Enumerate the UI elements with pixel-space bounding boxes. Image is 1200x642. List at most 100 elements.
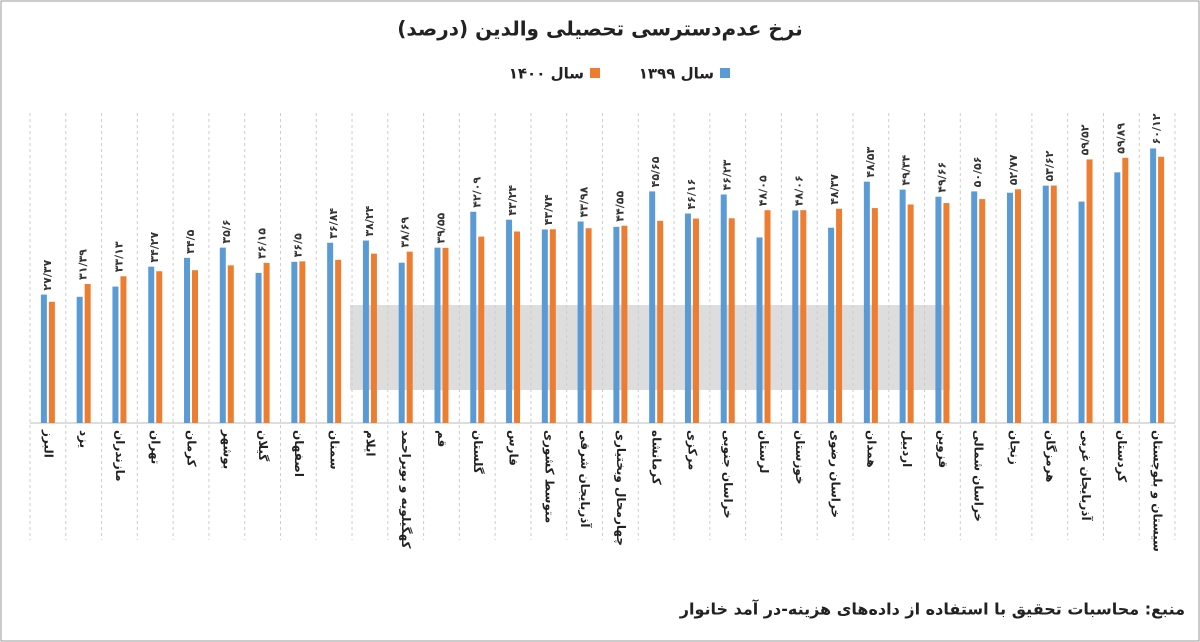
x-tick-label: خراسان جنوبی <box>720 430 735 519</box>
x-tick-label: اصفهان <box>292 430 306 477</box>
x-tick-label: آذربایجان غربی <box>1079 430 1094 521</box>
bar <box>549 229 556 423</box>
value-label: ۴۶/۲۳ <box>721 159 734 190</box>
x-tick-label: کهگیلویه و بویراحمد <box>398 430 413 549</box>
bar <box>792 210 799 423</box>
x-tick-label: چهارمحال وبختیاری <box>613 430 628 546</box>
bar <box>1150 148 1157 423</box>
value-label: ۴۸/۵۳ <box>864 146 877 177</box>
x-tick-label: بوشهر <box>219 429 234 469</box>
x-tick-label: البرز <box>41 429 55 458</box>
value-label: ۴۶/۱۶ <box>685 179 698 210</box>
bar <box>1014 189 1021 423</box>
bar <box>756 237 763 423</box>
bar <box>398 262 405 423</box>
bar <box>907 204 914 423</box>
bar <box>370 253 377 423</box>
bar <box>40 294 47 423</box>
bar <box>1050 185 1057 423</box>
bar <box>112 286 119 423</box>
bar <box>899 189 906 423</box>
x-tick-label: گلستان <box>471 430 485 474</box>
source: منبع: محاسبات تحقیق با استفاده از داده‌ه… <box>679 599 1185 619</box>
bar <box>828 227 835 423</box>
value-label: ۴۳/۷۴ <box>542 194 555 225</box>
x-tick-label: ایلام <box>362 430 377 457</box>
value-label: ۳۹/۵۵ <box>434 212 447 243</box>
value-label: ۳۱/۳۹ <box>77 249 90 280</box>
bar <box>863 181 870 423</box>
value-label: ۳۸/۶۹ <box>399 216 412 247</box>
x-tick-label: خراسان شمالی <box>972 430 986 522</box>
x-tick-label: قم <box>435 430 449 447</box>
x-tick-label: زنجان <box>1007 430 1021 465</box>
value-label: ۴۴/۵۵ <box>613 191 626 222</box>
bar <box>470 211 477 423</box>
bar <box>1114 172 1121 423</box>
value-label: ۵۲/۷۷ <box>1007 154 1020 185</box>
value-label: ۵۹/۸۹ <box>1114 123 1127 154</box>
bar <box>335 259 342 423</box>
bar <box>971 191 978 423</box>
value-label: ۵۹/۵۲ <box>1079 124 1092 155</box>
bar <box>255 272 262 423</box>
x-tick-label: فارس <box>507 430 521 466</box>
bar <box>184 257 191 423</box>
bar <box>156 271 163 423</box>
bar <box>478 236 485 423</box>
value-label: ۳۴/۲۷ <box>148 232 161 263</box>
chart-title: نرخ عدم‌دسترسی تحصیلی والدین (درصد) <box>397 17 803 41</box>
value-label: ۵۰/۵۶ <box>971 157 984 188</box>
bar <box>871 208 878 423</box>
value-label: ۴۸/۳۷ <box>828 174 841 205</box>
bar <box>1006 192 1013 423</box>
x-tick-label: مرکزی <box>685 430 699 470</box>
x-tick-label: متوسط کشوری <box>541 430 556 523</box>
bar <box>506 219 513 423</box>
x-tick-label: مازندران <box>113 430 127 482</box>
bar <box>541 229 548 423</box>
value-label: ۶۰/۱۲ <box>1150 113 1163 144</box>
bar <box>585 228 592 423</box>
bar <box>434 247 441 423</box>
bar <box>1042 185 1049 423</box>
value-label: ۴۳/۹۸ <box>578 186 591 217</box>
bar <box>219 247 226 423</box>
bar <box>943 203 950 423</box>
value-label: ۳۶/۵ <box>291 233 304 257</box>
bar <box>1122 157 1129 423</box>
x-tick-label: همدان <box>864 430 878 468</box>
bar <box>192 270 199 423</box>
value-label: ۳۳/۱۳ <box>112 241 125 272</box>
value-label: ۲۷/۳۷ <box>41 259 54 290</box>
x-tick-label: کرمانشاه <box>650 430 664 485</box>
bar <box>362 240 369 423</box>
x-tick-label: تهران <box>149 430 163 464</box>
bar <box>84 283 91 423</box>
bar <box>514 231 521 423</box>
bar <box>291 261 298 423</box>
value-label: ۴۸/۰۵ <box>757 175 770 206</box>
bar <box>800 210 807 423</box>
bar <box>577 221 584 423</box>
x-tick-label: آذربایجان شرقی <box>578 430 593 528</box>
bar <box>442 247 449 423</box>
value-label: ۴۸/۰۶ <box>792 175 805 206</box>
value-label: ۳۶/۱۵ <box>256 228 269 259</box>
legend-label: سال ۱۴۰۰ <box>509 65 584 83</box>
value-label: ۴۵/۶۵ <box>649 156 662 187</box>
x-tick-label: کردستان <box>1115 430 1129 482</box>
value-label: ۳۵/۶ <box>220 219 233 243</box>
x-tick-label: گیلان <box>256 430 270 461</box>
bar <box>684 213 691 423</box>
bar <box>299 261 306 423</box>
bar <box>327 242 334 423</box>
value-label: ۵۳/۶۲ <box>1043 150 1056 181</box>
value-label: ۴۲/۰۹ <box>470 177 483 208</box>
bar <box>657 220 664 423</box>
x-tick-label: لرستان <box>757 430 771 473</box>
bar <box>728 218 735 423</box>
bar <box>48 301 55 423</box>
x-tick-label: اردبیل <box>900 430 914 467</box>
bar <box>120 276 127 423</box>
